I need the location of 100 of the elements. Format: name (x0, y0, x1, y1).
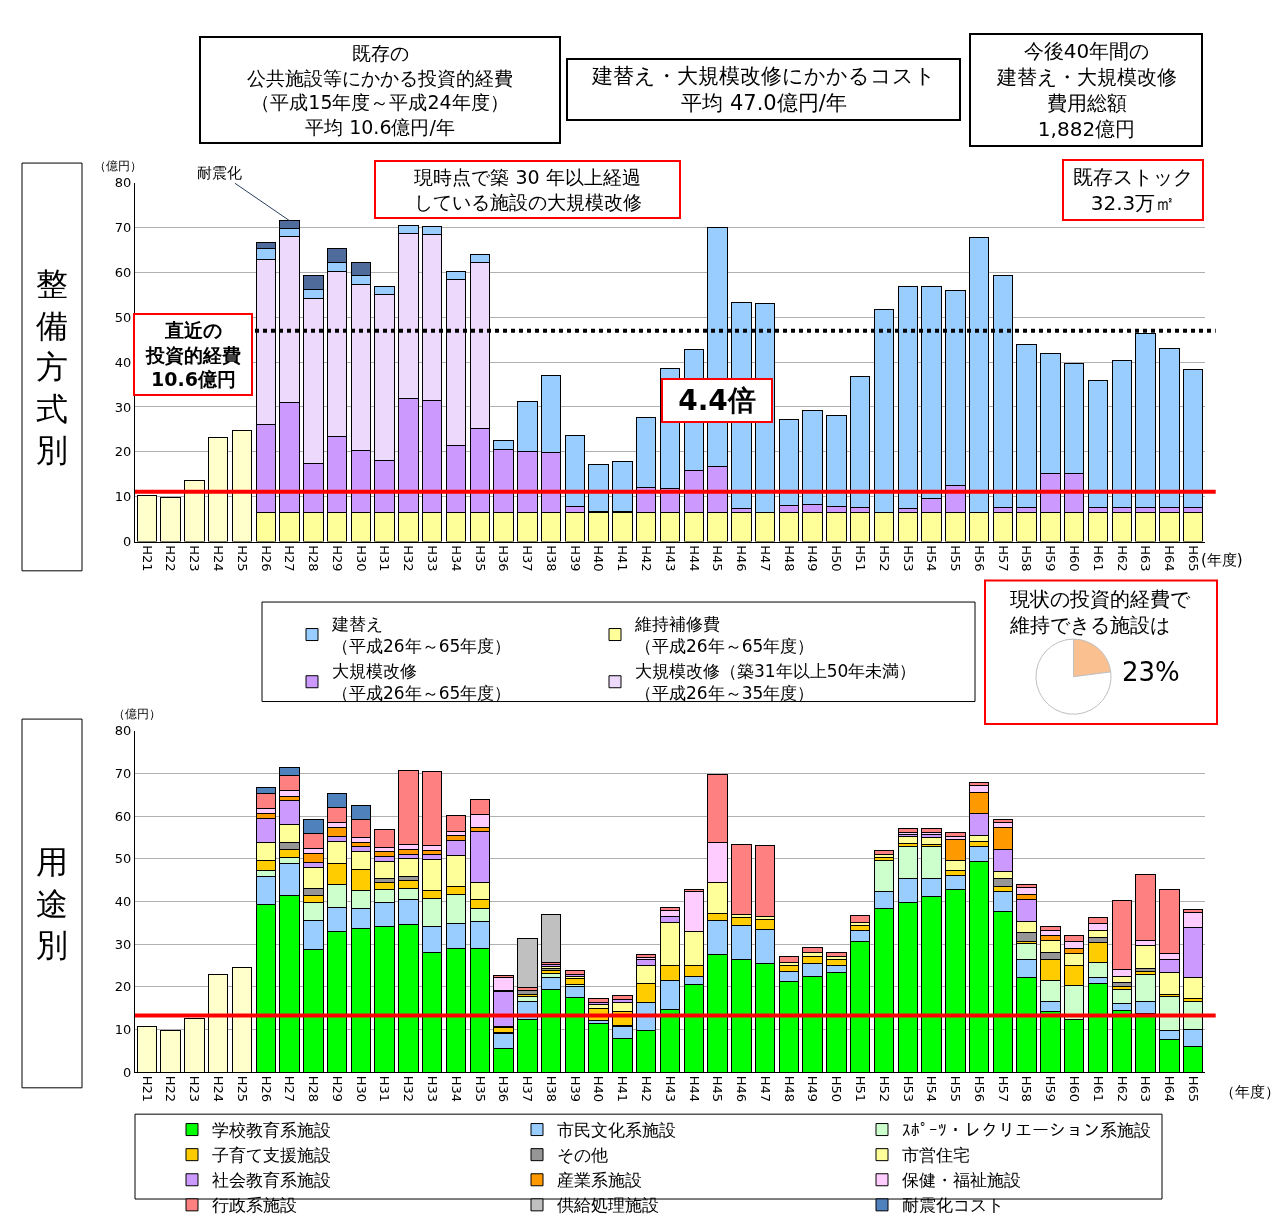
x-tick-label: H23 (187, 545, 203, 572)
x-tick-label: H37 (520, 1075, 536, 1103)
y-tick-label: 0 (123, 534, 132, 550)
x-tick-label: H65 (1185, 1075, 1201, 1103)
x-tick-label: H39 (567, 1075, 583, 1103)
legend-label: 供給処理施設 (557, 1195, 659, 1216)
x-tick-label: H55 (948, 1075, 964, 1103)
y-axis-title: （億円） (113, 707, 161, 721)
y-tick-label: 50 (114, 309, 132, 325)
legend-label: 維持補修費（平成26年～65年度） (634, 614, 815, 657)
x-tick-label: H44 (686, 545, 702, 572)
x-tick-label: H48 (781, 545, 797, 572)
x-tick-label: H40 (591, 1075, 607, 1103)
x-tick-label: H31 (377, 1075, 393, 1103)
x-tick-label: H22 (163, 1075, 179, 1103)
x-tick-label: H23 (187, 1075, 203, 1103)
y-tick-label: 50 (114, 851, 132, 867)
y-tick-label: 40 (114, 894, 132, 910)
x-tick-label: H34 (448, 545, 464, 572)
x-tick-label: H43 (662, 545, 678, 572)
x-tick-label: H62 (1114, 1075, 1130, 1103)
x-tick-label: H63 (1138, 1075, 1154, 1103)
x-tick-label: H32 (401, 545, 417, 572)
x-tick-label: H22 (163, 545, 179, 572)
x-tick-label: H21 (139, 1075, 155, 1103)
x-tick-label: H41 (615, 1075, 631, 1103)
x-tick-label: H42 (638, 1075, 654, 1103)
x-tick-label: H24 (210, 545, 226, 572)
x-tick-label: H28 (306, 545, 322, 572)
x-tick-label: H61 (1090, 545, 1106, 572)
legend-label: ｽﾎﾟｰﾂ・レクリエーション系施設 (902, 1120, 1151, 1141)
x-tick-label: H54 (924, 1075, 940, 1103)
text: 用途別 (36, 843, 68, 965)
x-tick-label: H29 (329, 545, 345, 572)
x-tick-label: H55 (948, 545, 964, 572)
x-tick-label: H52 (876, 545, 892, 572)
x-tick-label: H47 (757, 1075, 773, 1103)
legend-label: 大規模改修（平成26年～65年度） (332, 661, 512, 704)
x-tick-label: H32 (401, 1075, 417, 1103)
y-tick-label: 70 (114, 766, 132, 782)
y-tick-label: 60 (114, 264, 132, 280)
x-tick-label: H30 (353, 1075, 369, 1103)
text: 整備方式別 (36, 265, 68, 470)
x-tick-label: H38 (543, 545, 559, 572)
x-tick-label: H42 (638, 545, 654, 572)
x-tick-label: H62 (1114, 545, 1130, 572)
annotation: 現時点で築 30 年以上経過している施設の大規模改修 (413, 166, 642, 213)
x-tick-label: H50 (829, 1075, 845, 1103)
x-tick-label: H51 (852, 545, 868, 572)
y-tick-label: 40 (114, 354, 132, 370)
x-tick-label: H58 (1019, 545, 1035, 572)
x-tick-label: H48 (781, 1075, 797, 1103)
x-tick-label: H35 (472, 545, 488, 572)
x-tick-label: H52 (876, 1075, 892, 1103)
annotation: 既存ストック32.3万㎡ (1073, 165, 1193, 215)
x-tick-label: H26 (258, 1075, 274, 1103)
x-tick-label: H28 (306, 1075, 322, 1103)
x-tick-label: H49 (805, 1075, 821, 1103)
y-tick-label: 80 (114, 723, 132, 739)
x-tick-label: H41 (615, 545, 631, 572)
x-tick-label: H47 (757, 545, 773, 572)
x-tick-label: H35 (472, 1075, 488, 1103)
x-tick-label: H64 (1162, 1075, 1178, 1103)
y-tick-label: 80 (114, 175, 132, 191)
y-tick-label: 70 (114, 220, 132, 235)
x-tick-label: H33 (424, 1075, 440, 1103)
text: 建替え・大規模改修にかかるコスト平均 47.0億円/年 (591, 64, 936, 116)
x-tick-label: H56 (971, 545, 987, 572)
legend-label: 学校教育系施設 (212, 1120, 331, 1141)
x-tick-label: H45 (710, 545, 726, 572)
x-tick-label: H65 (1185, 545, 1201, 572)
legend-label: その他 (557, 1145, 608, 1166)
y-tick-label: 30 (114, 399, 132, 415)
x-tick-label: H60 (1066, 545, 1082, 572)
x-tick-label: H40 (591, 545, 607, 572)
legend-label: 保健・福祉施設 (902, 1170, 1021, 1191)
annotation: 直近の投資的経費10.6億円 (145, 319, 241, 391)
x-tick-label: H34 (448, 1075, 464, 1103)
legend-label: 市営住宅 (902, 1145, 970, 1166)
legend-label: 子育て支援施設 (212, 1145, 331, 1166)
text: 今後40年間の建替え・大規模改修費用総額1,882億円 (995, 39, 1177, 141)
x-tick-label: H31 (377, 545, 393, 572)
y-tick-label: 0 (123, 1064, 132, 1080)
x-tick-label: H26 (258, 545, 274, 572)
x-tick-label: H33 (424, 545, 440, 572)
y-tick-label: 30 (114, 936, 132, 952)
x-tick-label: H44 (686, 1075, 702, 1103)
x-tick-label: H49 (805, 545, 821, 572)
data-label: 23% (1122, 657, 1180, 687)
x-tick-label: H59 (1043, 545, 1059, 572)
x-tick-label: H54 (924, 545, 940, 572)
chart-title: 現状の投資的経費で維持できる施設は (1009, 587, 1191, 637)
y-tick-label: 20 (114, 444, 132, 460)
y-tick-label: 20 (114, 979, 132, 995)
y-tick-label: 10 (114, 489, 132, 505)
annotation: 耐震化 (197, 164, 242, 182)
legend-label: 大規模改修（築31年以上50年未満）（平成26年～35年度） (635, 661, 917, 704)
x-tick-label: H64 (1162, 545, 1178, 572)
x-tick-label: H50 (829, 545, 845, 572)
text: 既存の公共施設等にかかる投資的経費（平成15年度～平成24年度）平均 10.6億円/年 (247, 42, 513, 139)
